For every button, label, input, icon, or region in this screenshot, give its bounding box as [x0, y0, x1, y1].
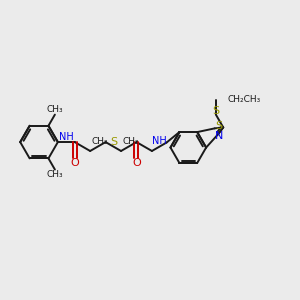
Text: N: N	[214, 131, 223, 141]
Text: CH₃: CH₃	[46, 170, 63, 179]
Text: CH₃: CH₃	[46, 105, 63, 114]
Text: S: S	[215, 122, 223, 131]
Text: O: O	[132, 158, 141, 168]
Text: CH₂: CH₂	[92, 137, 108, 146]
Text: CH₂: CH₂	[122, 137, 139, 146]
Text: O: O	[70, 158, 79, 168]
Text: CH₂CH₃: CH₂CH₃	[228, 95, 261, 104]
Text: NH: NH	[59, 132, 74, 142]
Text: S: S	[212, 106, 219, 116]
Text: NH: NH	[152, 136, 167, 146]
Text: S: S	[111, 136, 118, 147]
